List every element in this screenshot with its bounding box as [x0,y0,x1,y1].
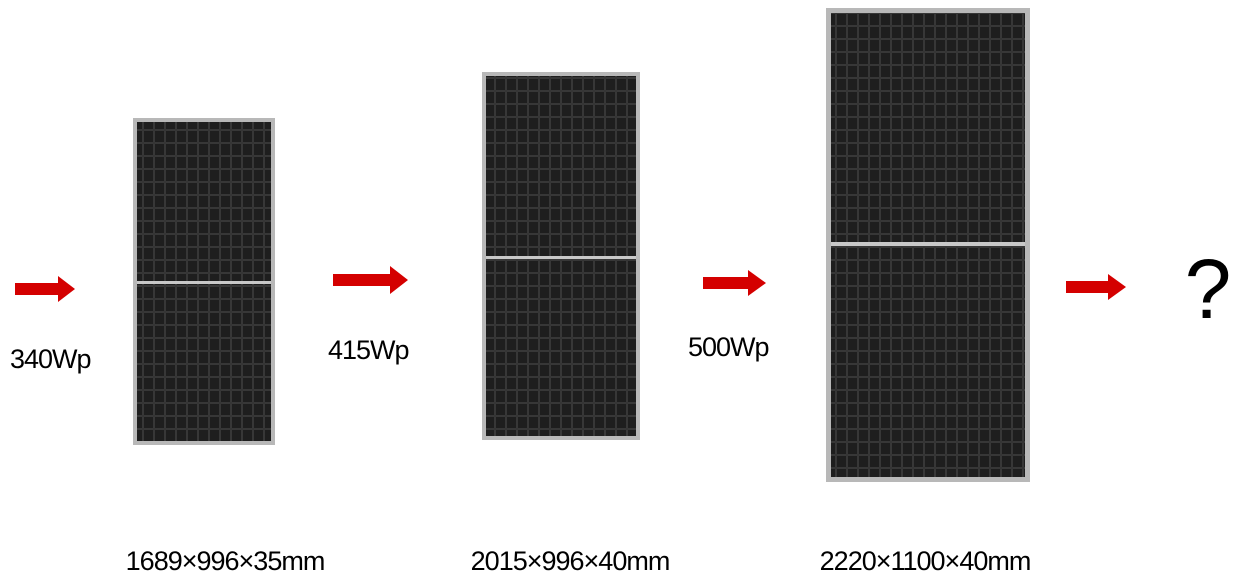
size-label: 1689×996×35mm [126,546,325,574]
arrow [333,266,408,294]
power-label: 340Wp [10,344,91,374]
arrow [1066,274,1126,300]
size-label: 2220×1100×40mm [820,546,1031,574]
power-label: 415Wp [328,335,409,365]
next-mark: ? [1185,242,1232,336]
arrows [15,266,1126,302]
power-label: 500Wp [688,332,769,362]
arrow [15,276,75,302]
size-label: 2015×996×40mm [471,546,670,574]
solar-panel [133,118,275,445]
solar-panel [826,8,1030,482]
solar-panel [482,72,640,440]
arrow [703,270,766,296]
